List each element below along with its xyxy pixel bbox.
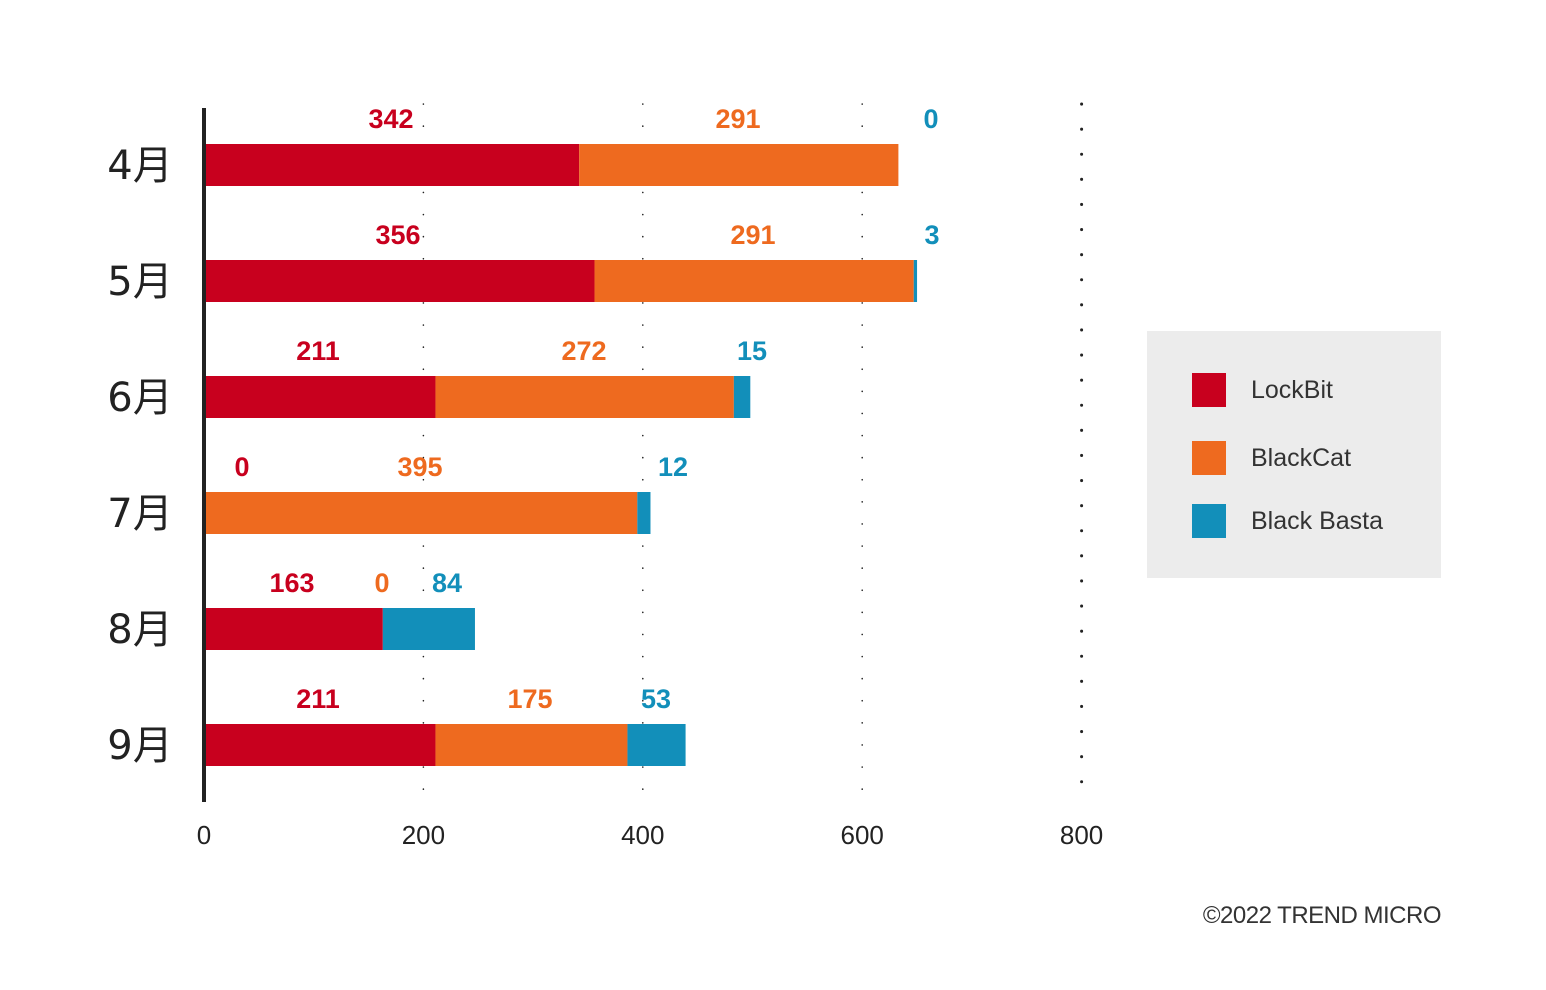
data-label-lockbit: 356: [375, 220, 420, 250]
bar-lockbit-2: [204, 376, 436, 418]
legend-item-black-basta: Black Basta: [1192, 504, 1383, 538]
y-tick-label: 6月: [107, 375, 172, 421]
bar-black-basta-1: [913, 260, 918, 302]
y-tick-label: 8月: [107, 607, 172, 653]
data-label-black-basta: 84: [432, 568, 462, 598]
bar-lockbit-0: [204, 144, 580, 186]
copyright-text: ©2022 TREND MICRO: [1202, 902, 1442, 929]
y-tick-label: 4月: [107, 143, 172, 189]
data-label-blackcat: 0: [374, 568, 389, 598]
data-label-lockbit: 0: [234, 452, 249, 482]
x-tick-label: 800: [1060, 820, 1103, 850]
legend-label-black-basta: Black Basta: [1251, 506, 1384, 535]
bar-black-basta-2: [733, 376, 751, 418]
legend-label-blackcat: BlackCat: [1251, 443, 1352, 472]
y-tick-label: 9月: [107, 723, 172, 769]
data-label-black-basta: 15: [737, 336, 767, 366]
data-label-lockbit: 211: [296, 684, 340, 714]
bar-blackcat-0: [579, 144, 899, 186]
data-label-blackcat: 291: [715, 104, 760, 134]
data-label-black-basta: 0: [923, 104, 938, 134]
x-tick-label: 0: [197, 820, 211, 850]
data-label-blackcat: 272: [561, 336, 606, 366]
legend-item-lockbit: LockBit: [1192, 373, 1333, 407]
legend-swatch-black-basta: [1192, 504, 1226, 538]
bar-black-basta-4: [382, 608, 475, 650]
bar-lockbit-5: [204, 724, 436, 766]
data-label-lockbit: 342: [368, 104, 413, 134]
bar-blackcat-3: [204, 492, 638, 534]
legend-label-lockbit: LockBit: [1251, 375, 1333, 404]
bar-blackcat-5: [435, 724, 628, 766]
bar-lockbit-4: [204, 608, 383, 650]
y-tick-label: 5月: [107, 259, 172, 305]
legend-swatch-lockbit: [1192, 373, 1226, 407]
data-label-blackcat: 395: [397, 452, 442, 482]
data-label-lockbit: 211: [296, 336, 340, 366]
legend-swatch-blackcat: [1192, 441, 1226, 475]
data-label-black-basta: 53: [641, 684, 671, 714]
data-label-black-basta: 12: [658, 452, 688, 482]
legend-item-blackcat: BlackCat: [1192, 441, 1351, 475]
x-tick-label: 600: [841, 820, 884, 850]
bar-black-basta-5: [627, 724, 686, 766]
bar-blackcat-2: [435, 376, 734, 418]
data-label-lockbit: 163: [269, 568, 314, 598]
data-label-black-basta: 3: [924, 220, 939, 250]
data-label-blackcat: 175: [507, 684, 552, 714]
x-tick-label: 400: [621, 820, 664, 850]
x-tick-label: 200: [402, 820, 445, 850]
bar-lockbit-1: [204, 260, 595, 302]
legend: LockBit BlackCat Black Basta: [1147, 331, 1441, 578]
y-tick-label: 7月: [107, 491, 172, 537]
data-label-blackcat: 291: [730, 220, 775, 250]
bar-blackcat-1: [594, 260, 914, 302]
bar-black-basta-3: [637, 492, 651, 534]
